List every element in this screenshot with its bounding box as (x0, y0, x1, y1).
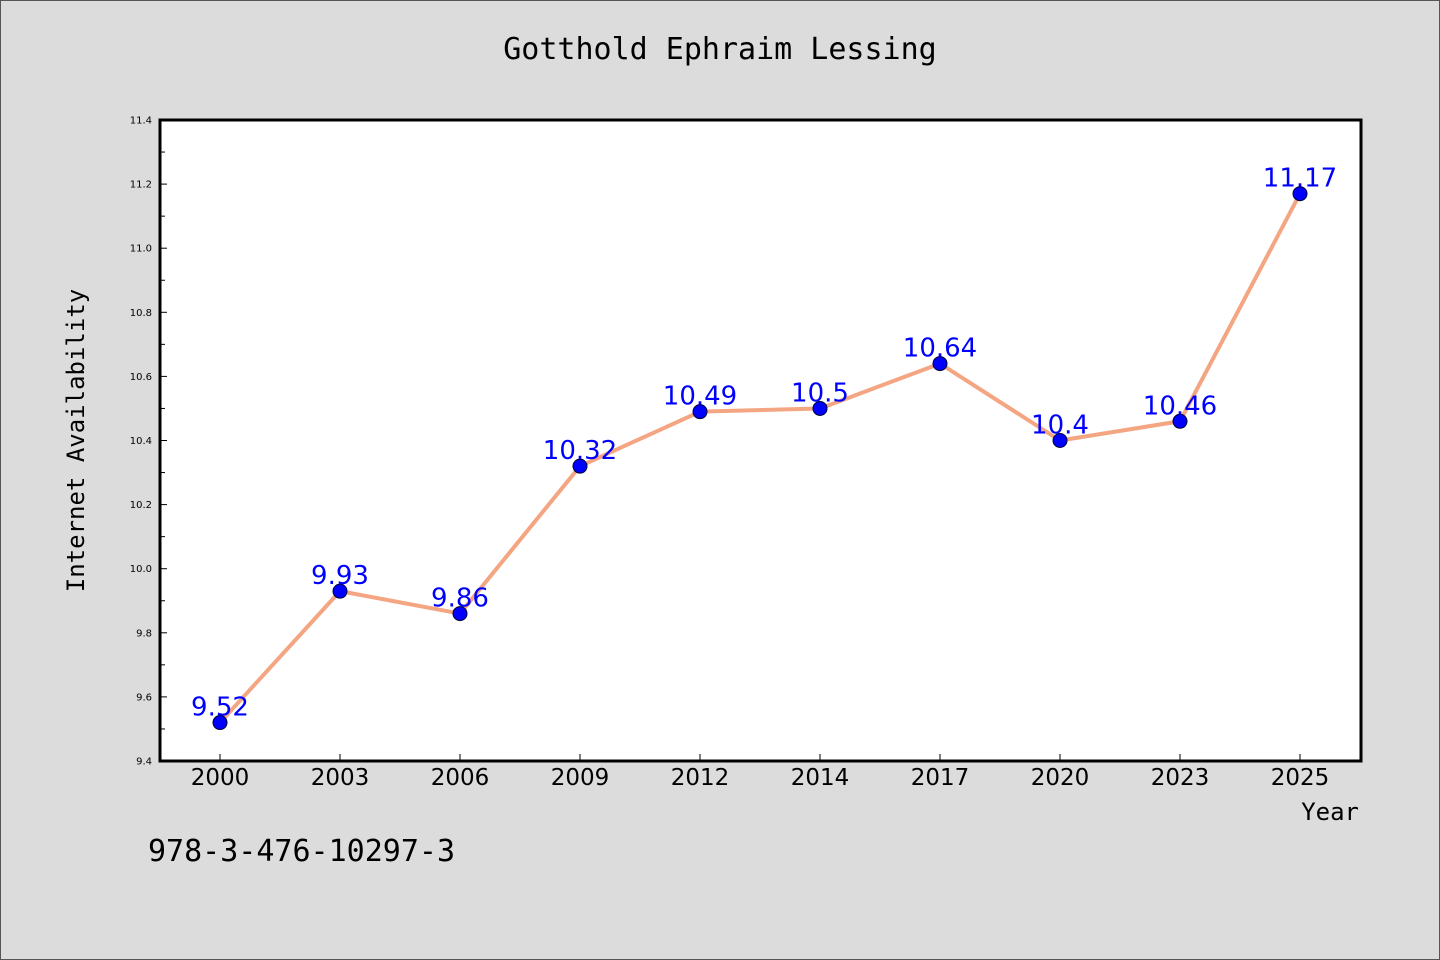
x-tick-label: 2023 (1151, 765, 1210, 791)
data-point (1172, 413, 1188, 429)
x-tick-label: 2003 (311, 765, 370, 791)
x-tick-label: 2017 (911, 765, 970, 791)
data-point (692, 404, 708, 420)
y-tick-label: 9.6 (136, 692, 152, 703)
data-label: 10.32 (543, 436, 617, 466)
data-point (1052, 433, 1068, 448)
y-tick-label: 9.8 (136, 628, 152, 639)
x-tick-label: 2006 (431, 765, 490, 791)
x-axis: 2000 2003 2006 2009 2012 2014 2017 2020 2023 2025 (191, 754, 1330, 791)
data-label: 10.5 (791, 378, 849, 408)
x-tick-label: 2000 (191, 765, 250, 791)
chart-title: Gotthold Ephraim Lessing (503, 32, 937, 67)
x-axis-label: Year (1301, 798, 1359, 826)
data-point (812, 400, 828, 416)
isbn-code: 978-3-476-10297-3 (148, 834, 456, 869)
series-line (218, 192, 1302, 724)
series-group: 9.52 9.93 9.86 10.32 10.49 10.5 10.64 10.4 10.46… (191, 164, 1337, 731)
y-tick-label: 9.4 (136, 757, 152, 768)
data-label: 10.4 (1031, 411, 1089, 441)
x-tick-label: 2012 (671, 765, 730, 791)
x-tick-label: 2020 (1031, 765, 1090, 791)
x-tick-label: 2009 (551, 765, 610, 791)
x-tick-label: 2025 (1271, 765, 1330, 791)
data-label: 10.49 (663, 382, 737, 412)
data-label: 9.93 (311, 561, 369, 591)
data-point (572, 458, 588, 474)
y-tick-label: 10.4 (130, 436, 152, 447)
data-point (932, 356, 948, 372)
data-point (1292, 186, 1308, 202)
y-tick-label: 11.0 (130, 244, 152, 255)
x-tick-label: 2014 (791, 765, 850, 791)
data-point (212, 715, 228, 731)
y-axis-label: Internet Availability (62, 289, 90, 592)
data-label: 11.17 (1263, 164, 1337, 194)
data-label: 10.46 (1143, 391, 1217, 421)
data-label: 10.64 (903, 334, 977, 364)
y-tick-label: 10.8 (130, 308, 152, 319)
y-tick-label: 11.4 (130, 116, 152, 127)
y-tick-label: 10.0 (130, 564, 152, 575)
y-tick-label: 11.2 (130, 180, 152, 191)
data-point (452, 606, 468, 622)
data-label: 9.86 (431, 584, 489, 614)
y-tick-label: 10.2 (130, 500, 152, 511)
y-axis: 9.4 9.6 9.8 10.0 10.2 10.4 10.6 10.8 11.0 11.2 11.… (130, 116, 167, 768)
data-label: 9.52 (191, 693, 249, 723)
y-tick-label: 10.6 (130, 372, 152, 383)
plot-area (158, 118, 1363, 763)
data-point (332, 583, 348, 599)
